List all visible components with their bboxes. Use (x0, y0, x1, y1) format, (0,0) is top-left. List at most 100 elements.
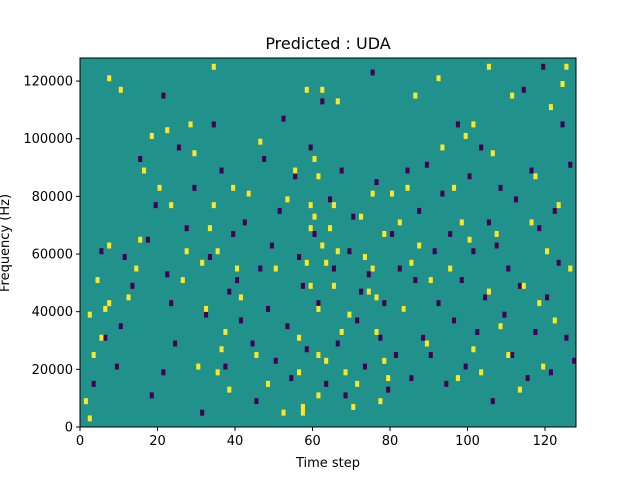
heatmap-cell-high (238, 294, 243, 301)
x-axis-title: Time step (295, 456, 360, 471)
heatmap-cell-low (552, 207, 557, 214)
y-tick-label: 100000 (23, 132, 73, 147)
heatmap-cell-high (351, 403, 356, 410)
heatmap-cell-low (328, 196, 333, 203)
heatmap-cell-low (486, 219, 491, 226)
y-tick-label: 40000 (32, 305, 73, 320)
heatmap-cell-high (184, 248, 189, 255)
heatmap-cell-low (564, 334, 569, 341)
heatmap-cell-high (560, 81, 565, 88)
heatmap-cell-low (169, 300, 174, 307)
heatmap-cell-low (529, 167, 534, 174)
heatmap-cell-low (122, 254, 127, 260)
heatmap-cell-low (269, 242, 274, 249)
heatmap-cell-high (417, 242, 422, 249)
heatmap-cell-low (211, 121, 216, 128)
heatmap-cell-high (207, 225, 212, 232)
heatmap-cell-high (312, 156, 317, 162)
heatmap-cell-low (347, 248, 352, 255)
heatmap-cell-high (273, 265, 278, 272)
heatmap-cell-high (99, 334, 104, 341)
heatmap-cell-low (161, 369, 166, 376)
heatmap-cell-low (483, 294, 488, 301)
heatmap-cell-high (506, 352, 511, 359)
heatmap-cell-high (390, 190, 395, 197)
heatmap-cell-low (316, 300, 321, 307)
heatmap-cell-high (138, 236, 143, 243)
heatmap-cell-low (382, 300, 387, 307)
heatmap-cell-high (479, 369, 484, 376)
heatmap-cell-high (366, 288, 371, 295)
heatmap-cell-low (308, 144, 313, 151)
heatmap-cell-high (149, 132, 154, 139)
heatmap-cell-high (192, 150, 197, 157)
heatmap-cell-low (300, 282, 305, 289)
heatmap-cell-high (300, 409, 305, 416)
heatmap-cell-low (405, 167, 410, 174)
x-tick-label: 100 (455, 434, 480, 449)
heatmap-cell-high (165, 127, 170, 134)
heatmap-cell-high (223, 328, 228, 335)
heatmap-cell-low (103, 334, 108, 341)
heatmap-cell-high (529, 219, 534, 226)
heatmap-cell-high (490, 150, 495, 157)
heatmap-cell-high (339, 328, 344, 335)
heatmap-cell-low (145, 236, 150, 243)
heatmap-cell-high (401, 305, 406, 312)
heatmap-cell-high (215, 248, 220, 255)
heatmap-cell-high (285, 196, 290, 203)
heatmap-cell-high (343, 369, 348, 376)
heatmap-cell-low (200, 409, 205, 416)
heatmap-cell-high (521, 282, 526, 289)
heatmap-cell-low (560, 121, 565, 128)
heatmap-cell-high (304, 259, 309, 266)
heatmap-cell-high (169, 202, 174, 209)
heatmap-cell-low (556, 259, 561, 266)
heatmap-cell-high (355, 380, 360, 387)
heatmap-cell-low (455, 121, 460, 128)
heatmap-cell-high (405, 184, 410, 191)
heatmap-cell-high (541, 363, 546, 370)
y-tick-label: 60000 (32, 248, 73, 263)
heatmap-cell-high (300, 403, 305, 410)
x-tick-label: 0 (76, 434, 84, 449)
heatmap-cell-low (517, 282, 522, 289)
heatmap-cell-low (204, 311, 209, 318)
heatmap-cell-high (308, 225, 313, 232)
heatmap-cell-low (173, 340, 178, 347)
heatmap-cell-low (130, 282, 135, 289)
heatmap-cell-low (409, 375, 414, 382)
heatmap-cell-low (506, 265, 511, 272)
heatmap-cell-high (448, 265, 453, 272)
heatmap-cell-high (196, 363, 201, 370)
heatmap-cell-high (428, 277, 433, 284)
heatmap-cell-low (254, 398, 259, 405)
y-tick-label: 80000 (32, 190, 73, 205)
heatmap-cell-low (118, 323, 123, 330)
y-tick-label: 0 (65, 421, 73, 436)
heatmap-cell-low (331, 265, 336, 272)
x-tick-label: 80 (382, 434, 399, 449)
heatmap-cell-low (521, 86, 526, 93)
heatmap-cell-low (231, 230, 236, 237)
heatmap-cell-low (421, 334, 426, 341)
heatmap-cell-low (374, 179, 379, 186)
heatmap-cell-low (312, 230, 317, 237)
heatmap-cell-low (176, 144, 181, 151)
heatmap-cell-high (335, 98, 340, 105)
heatmap-cell-high (498, 323, 503, 330)
heatmap-cell-low (235, 277, 240, 284)
heatmap-cell-high (103, 305, 108, 312)
heatmap-cell-low (498, 184, 503, 191)
heatmap-cell-low (475, 328, 480, 335)
heatmap-cell-high (231, 184, 236, 191)
heatmap-cell-low (510, 352, 515, 359)
heatmap-cell-low (390, 230, 395, 237)
heatmap-cell-high (324, 259, 329, 266)
heatmap-cell-high (370, 265, 375, 272)
heatmap-cell-low (219, 167, 224, 174)
heatmap-cell-high (374, 294, 379, 301)
heatmap-cell-low (417, 207, 422, 214)
x-tick-label: 20 (149, 434, 166, 449)
heatmap-cell-low (545, 294, 550, 301)
